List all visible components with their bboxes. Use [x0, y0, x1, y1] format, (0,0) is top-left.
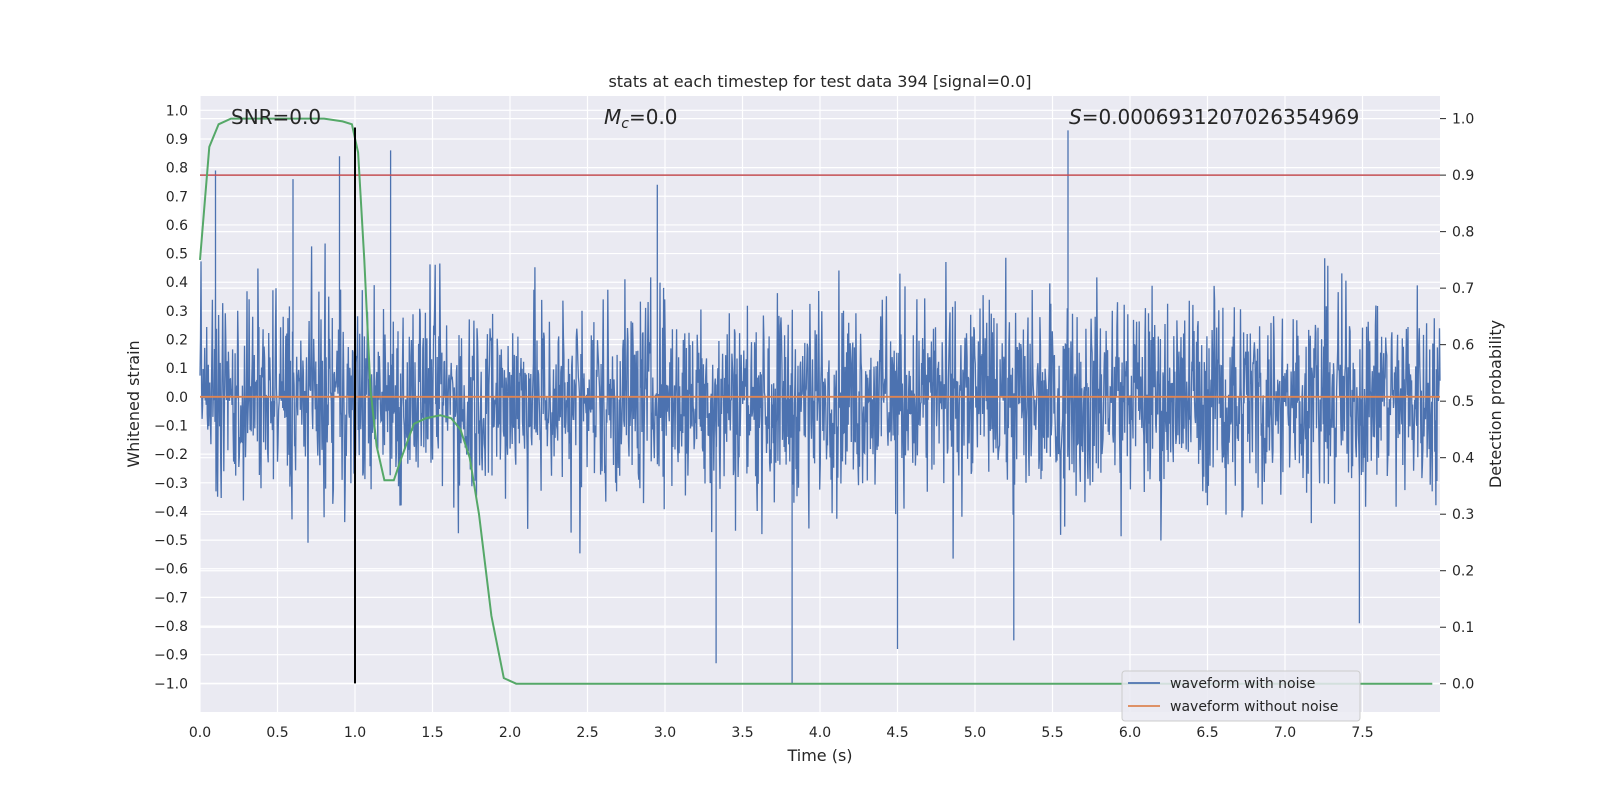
y2-tick-label: 0.3 [1452, 507, 1474, 523]
legend: waveform with noise waveform without noi… [1121, 670, 1361, 722]
x-tick-label: 5.0 [964, 725, 986, 741]
legend-label-noise: waveform with noise [1170, 676, 1315, 692]
series-waveform-with-noise [199, 130, 1441, 684]
y-axis-label: Whitened strain [124, 340, 143, 467]
y2-tick-label: 0.7 [1452, 281, 1474, 297]
y2-axis-label: Detection probability [1486, 320, 1505, 488]
y2-tick-label: 0.5 [1452, 394, 1474, 410]
y-tick-label: −0.5 [154, 533, 188, 549]
x-tick-label: 2.5 [576, 725, 598, 741]
y2-tick-label: 0.4 [1452, 451, 1474, 467]
x-tick-label: 4.5 [886, 725, 908, 741]
x-tick-label: 0.0 [189, 725, 211, 741]
y2-tick-label: 0.8 [1452, 225, 1474, 241]
chart-title: stats at each timestep for test data 394… [608, 72, 1031, 91]
y-tick-label: −0.2 [154, 447, 188, 463]
x-tick-label: 1.5 [421, 725, 443, 741]
y2-tick-label: 0.1 [1452, 620, 1474, 636]
y-tick-label: −0.8 [154, 619, 188, 635]
x-tick-label: 6.5 [1196, 725, 1218, 741]
y2-axis-ticks: 0.0 0.1 0.2 0.3 0.4 0.5 0.6 0.7 0.8 0.9 1.0 [1440, 112, 1474, 693]
y-tick-label: 0.3 [166, 304, 188, 320]
mc-annotation: Mc=0.0 [604, 105, 678, 132]
y-tick-label: 0.7 [166, 189, 188, 205]
y2-tick-label: 0.9 [1452, 168, 1474, 184]
y-tick-label: 0.9 [166, 132, 188, 148]
y-tick-label: 0.6 [166, 218, 188, 234]
y-tick-label: −0.1 [154, 418, 188, 434]
y-tick-label: −0.4 [154, 504, 188, 520]
y-tick-label: 0.2 [166, 333, 188, 349]
x-tick-label: 7.5 [1351, 725, 1373, 741]
x-tick-label: 5.5 [1041, 725, 1063, 741]
legend-box [1121, 670, 1361, 722]
x-tick-label: 4.0 [809, 725, 831, 741]
y-tick-label: 0.8 [166, 161, 188, 177]
y-tick-label: −0.6 [154, 562, 188, 578]
x-tick-label: 1.0 [344, 725, 366, 741]
y-tick-label: 0.4 [166, 275, 188, 291]
y-tick-label: −0.3 [154, 476, 188, 492]
y-tick-label: −1.0 [154, 676, 188, 692]
y-tick-label: 0.0 [166, 390, 188, 406]
s-annotation: S=0.0006931207026354969 [1069, 105, 1359, 129]
y2-tick-label: 0.6 [1452, 338, 1474, 354]
x-axis-label: Time (s) [786, 746, 852, 765]
y-tick-label: 0.5 [166, 247, 188, 263]
x-axis-ticks: 0.0 0.5 1.0 1.5 2.0 2.5 3.0 3.5 4.0 4.5 5.0 5.5 6.0 6… [189, 725, 1374, 741]
snr-annotation: SNR=0.0 [231, 105, 321, 129]
x-tick-label: 0.5 [266, 725, 288, 741]
y-axis-ticks: −1.0 −0.9 −0.8 −0.7 −0.6 −0.5 −0.4 −0.3 −0.2 −0.1… [154, 103, 188, 692]
y2-tick-label: 0.2 [1452, 564, 1474, 580]
y-tick-label: 1.0 [166, 103, 188, 119]
x-tick-label: 2.0 [499, 725, 521, 741]
x-tick-label: 6.0 [1119, 725, 1141, 741]
y2-tick-label: 1.0 [1452, 112, 1474, 128]
legend-label-clean: waveform without noise [1170, 699, 1338, 715]
series-detection-probability [199, 117, 1433, 685]
x-tick-label: 7.0 [1274, 725, 1296, 741]
y-tick-label: −0.9 [154, 648, 188, 664]
x-tick-label: 3.0 [654, 725, 676, 741]
x-tick-label: 3.5 [731, 725, 753, 741]
y2-tick-label: 0.0 [1452, 677, 1474, 693]
y-tick-label: −0.7 [154, 590, 188, 606]
y-tick-label: 0.1 [166, 361, 188, 377]
